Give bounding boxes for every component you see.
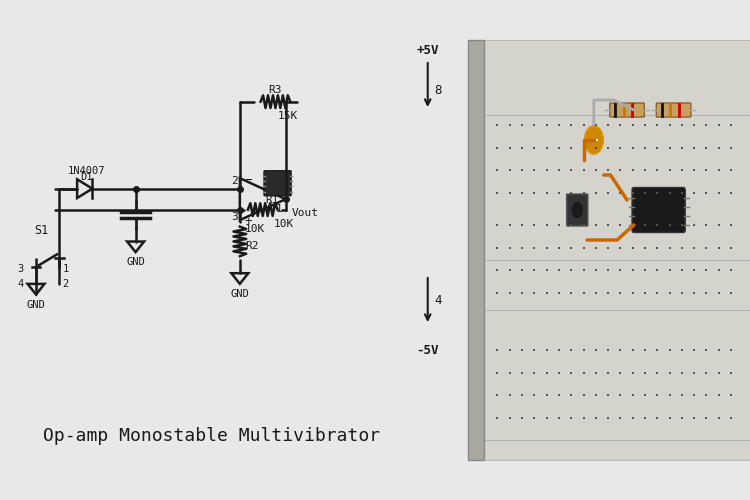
Text: 1: 1 [275,204,282,214]
Text: S1: S1 [34,224,48,237]
Text: 4: 4 [434,294,442,306]
Text: 2: 2 [63,279,69,289]
Bar [467,260,750,310]
Circle shape [572,202,582,218]
Text: +5V: +5V [416,44,439,57]
FancyBboxPatch shape [566,194,588,226]
Text: GND: GND [27,300,46,310]
Text: 1N4007: 1N4007 [68,166,105,176]
Text: -5V: -5V [416,344,439,356]
Text: GND: GND [126,257,145,267]
Text: 10K: 10K [274,219,294,229]
Text: Vout: Vout [292,208,319,218]
Text: 15K: 15K [278,111,298,121]
Text: 2: 2 [231,176,238,186]
Text: R1: R1 [265,196,278,205]
Text: 3: 3 [17,264,23,274]
Text: 10K: 10K [245,224,266,234]
Text: R2: R2 [245,240,259,250]
Text: −: − [245,174,253,186]
Circle shape [584,126,603,154]
Text: Op-amp Monostable Multivibrator: Op-amp Monostable Multivibrator [44,428,380,446]
Bar [467,115,750,260]
Text: 1: 1 [63,264,69,274]
Text: 8: 8 [434,84,442,96]
Bar [467,310,750,440]
Bar [467,40,484,460]
Text: 3: 3 [231,212,238,222]
Bar [467,440,750,460]
Text: 4: 4 [17,279,23,289]
FancyBboxPatch shape [632,188,686,232]
FancyBboxPatch shape [610,103,644,117]
Text: +: + [245,214,253,228]
Text: GND: GND [230,289,249,299]
Text: D1: D1 [80,172,93,182]
Bar [467,40,750,115]
Text: R3: R3 [268,86,282,96]
FancyBboxPatch shape [264,171,291,196]
FancyBboxPatch shape [656,103,691,117]
